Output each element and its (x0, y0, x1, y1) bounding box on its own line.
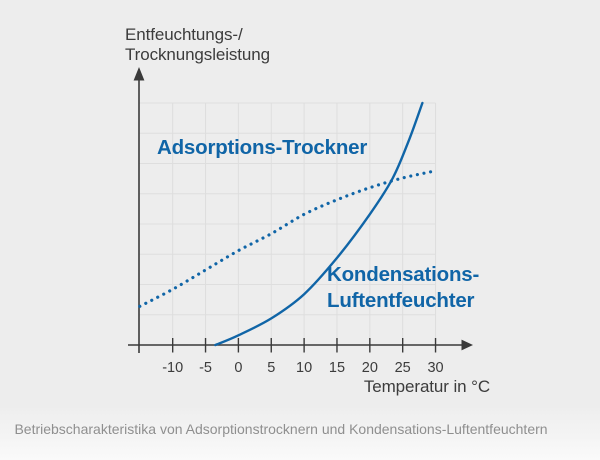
grid (139, 102, 437, 345)
y-axis-title-line2: Trocknungsleistung (125, 45, 270, 64)
adsorption-dryer-curve (138, 169, 438, 308)
x-tick-label: 30 (427, 360, 443, 376)
label-kondensations-luftentfeuchter: Kondensations- Luftentfeuchter (327, 262, 479, 314)
y-axis-arrowhead-icon (133, 67, 145, 81)
y-axis-title-line1: Entfeuchtungs-/ (125, 25, 243, 44)
x-axis-title: Temperatur in °C (363, 377, 490, 396)
y-axis-title: Entfeuchtungs-/ Trocknungsleistung (125, 25, 270, 65)
x-tick-label: 0 (234, 360, 242, 376)
caption-strip: Betriebscharakteristika von Adsorptionst… (0, 408, 600, 460)
figure-caption: Betriebscharakteristika von Adsorptionst… (14, 421, 548, 437)
condensation-dehumidifier-curve (214, 101, 424, 347)
x-tick-label: 15 (329, 360, 345, 376)
x-tick-label: 5 (267, 360, 275, 376)
x-tick-label: 20 (362, 360, 378, 376)
x-tick-label: -5 (199, 360, 212, 376)
x-tick-label: 25 (395, 360, 411, 376)
label-kondensations-line2: Luftentfeuchter (327, 289, 475, 312)
x-tick-label: -10 (162, 360, 183, 376)
label-adsorptions-trockner: Adsorptions-Trockner (157, 136, 368, 159)
x-axis-arrowhead-icon (461, 339, 473, 351)
x-tick-label: 10 (296, 360, 312, 376)
label-kondensations-line1: Kondensations- (327, 263, 480, 286)
